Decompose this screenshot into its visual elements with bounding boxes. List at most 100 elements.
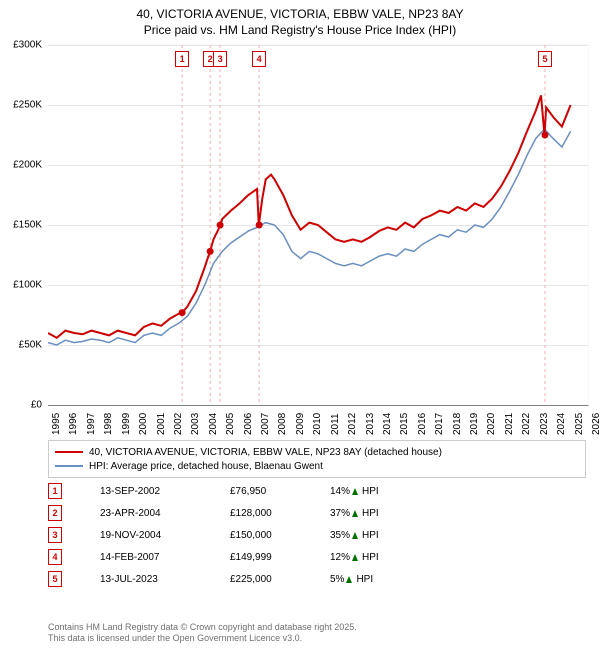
footnote-line-2: This data is licensed under the Open Gov… <box>48 633 357 644</box>
transaction-marker: 4 <box>48 549 62 565</box>
x-axis-label: 2008 <box>277 413 288 435</box>
transaction-delta: 37% HPI <box>330 508 379 519</box>
arrow-up-icon <box>352 510 358 517</box>
x-axis-label: 2019 <box>469 413 480 435</box>
transaction-delta-pct: 5% <box>330 574 344 585</box>
arrow-up-icon <box>352 488 358 495</box>
transaction-date: 13-SEP-2002 <box>100 486 230 497</box>
legend-row-red: 40, VICTORIA AVENUE, VICTORIA, EBBW VALE… <box>55 445 579 459</box>
sale-marker-box: 1 <box>175 51 189 67</box>
transaction-delta: 35%HPI <box>330 530 379 541</box>
x-axis-label: 2014 <box>382 413 393 435</box>
x-axis-label: 2004 <box>208 413 219 435</box>
transaction-hpi-suffix: HPI <box>362 552 379 563</box>
x-axis-label: 1999 <box>121 413 132 435</box>
transaction-marker: 5 <box>48 571 62 587</box>
y-axis-label: £50K <box>19 340 42 351</box>
x-axis-label: 2016 <box>417 413 428 435</box>
x-axis-label: 2010 <box>312 413 323 435</box>
sale-marker-box: 5 <box>538 51 552 67</box>
y-axis-label: £250K <box>13 100 42 111</box>
y-axis-label: £0 <box>31 400 42 411</box>
x-axis-label: 2015 <box>399 413 410 435</box>
transaction-row: 1 13-SEP-2002£76,95014% HPI <box>48 480 586 502</box>
x-axis-label: 2005 <box>225 413 236 435</box>
transaction-marker: 3 <box>48 527 62 543</box>
transaction-delta: 5% HPI <box>330 574 373 585</box>
transaction-date: 19-NOV-2004 <box>100 530 230 541</box>
x-axis-label: 2003 <box>190 413 201 435</box>
sale-dot <box>541 132 548 139</box>
y-axis-label: £300K <box>13 40 42 51</box>
arrow-up-icon <box>346 576 352 583</box>
sale-marker-box: 4 <box>252 51 266 67</box>
x-axis-label: 2025 <box>574 413 585 435</box>
transaction-date: 14-FEB-2007 <box>100 552 230 563</box>
transaction-delta-pct: 12% <box>330 552 350 563</box>
x-axis-label: 2000 <box>138 413 149 435</box>
x-axis-label: 2017 <box>434 413 445 435</box>
x-axis-label: 1996 <box>68 413 79 435</box>
chart-area: £0£50K£100K£150K£200K£250K£300K 19951996… <box>48 44 588 404</box>
legend-label-red: 40, VICTORIA AVENUE, VICTORIA, EBBW VALE… <box>89 447 442 458</box>
y-axis-label: £150K <box>13 220 42 231</box>
transaction-date: 23-APR-2004 <box>100 508 230 519</box>
plot-area: £0£50K£100K£150K£200K£250K£300K 19951996… <box>48 44 589 406</box>
transaction-delta: 12% HPI <box>330 552 379 563</box>
x-axis-label: 1997 <box>86 413 97 435</box>
transaction-price: £225,000 <box>230 574 330 585</box>
chart-title: 40, VICTORIA AVENUE, VICTORIA, EBBW VALE… <box>0 0 600 38</box>
x-axis-label: 1995 <box>51 413 62 435</box>
transaction-row: 3 19-NOV-2004£150,00035%HPI <box>48 524 586 546</box>
transaction-hpi-suffix: HPI <box>362 486 379 497</box>
title-line-1: 40, VICTORIA AVENUE, VICTORIA, EBBW VALE… <box>0 6 600 22</box>
legend-swatch-red <box>55 451 83 453</box>
transaction-delta-pct: 14% <box>330 486 350 497</box>
transaction-price: £149,999 <box>230 552 330 563</box>
legend-row-blue: HPI: Average price, detached house, Blae… <box>55 459 579 473</box>
price-paid-line <box>48 95 571 337</box>
transaction-marker: 1 <box>48 483 62 499</box>
x-axis-label: 2001 <box>156 413 167 435</box>
y-axis-label: £200K <box>13 160 42 171</box>
legend-label-blue: HPI: Average price, detached house, Blae… <box>89 461 323 472</box>
transaction-delta-pct: 37% <box>330 508 350 519</box>
x-axis-label: 2002 <box>173 413 184 435</box>
transaction-price: £76,950 <box>230 486 330 497</box>
transaction-hpi-suffix: HPI <box>362 530 379 541</box>
transaction-row: 5 13-JUL-2023£225,0005% HPI <box>48 568 586 590</box>
legend: 40, VICTORIA AVENUE, VICTORIA, EBBW VALE… <box>48 440 586 478</box>
transaction-price: £128,000 <box>230 508 330 519</box>
transaction-marker: 2 <box>48 505 62 521</box>
sale-dot <box>179 309 186 316</box>
x-axis-label: 2012 <box>347 413 358 435</box>
y-axis-label: £100K <box>13 280 42 291</box>
sale-dot <box>217 222 224 229</box>
transaction-delta: 14% HPI <box>330 486 379 497</box>
sale-dot <box>207 248 214 255</box>
hpi-line <box>48 129 571 345</box>
transaction-row: 4 14-FEB-2007£149,99912% HPI <box>48 546 586 568</box>
x-axis-label: 2013 <box>365 413 376 435</box>
transaction-date: 13-JUL-2023 <box>100 574 230 585</box>
arrow-up-icon <box>352 532 358 539</box>
footnote: Contains HM Land Registry data © Crown c… <box>48 622 357 645</box>
transaction-hpi-suffix: HPI <box>362 508 379 519</box>
x-axis-label: 2009 <box>295 413 306 435</box>
arrow-up-icon <box>352 554 358 561</box>
chart-container: 40, VICTORIA AVENUE, VICTORIA, EBBW VALE… <box>0 0 600 650</box>
transactions-table: 1 13-SEP-2002£76,95014% HPI 2 23-APR-2004£12… <box>48 480 586 590</box>
x-axis-label: 2011 <box>330 413 341 435</box>
title-line-2: Price paid vs. HM Land Registry's House … <box>0 22 600 38</box>
line-chart-svg <box>48 45 588 405</box>
transaction-hpi-suffix: HPI <box>356 574 373 585</box>
x-axis-label: 2018 <box>452 413 463 435</box>
sale-marker-box: 3 <box>213 51 227 67</box>
x-axis-label: 2006 <box>243 413 254 435</box>
transaction-price: £150,000 <box>230 530 330 541</box>
x-axis-label: 2007 <box>260 413 271 435</box>
transaction-row: 2 23-APR-2004£128,00037% HPI <box>48 502 586 524</box>
x-axis-label: 2021 <box>504 413 515 435</box>
x-axis-label: 2023 <box>539 413 550 435</box>
x-axis-label: 2020 <box>486 413 497 435</box>
